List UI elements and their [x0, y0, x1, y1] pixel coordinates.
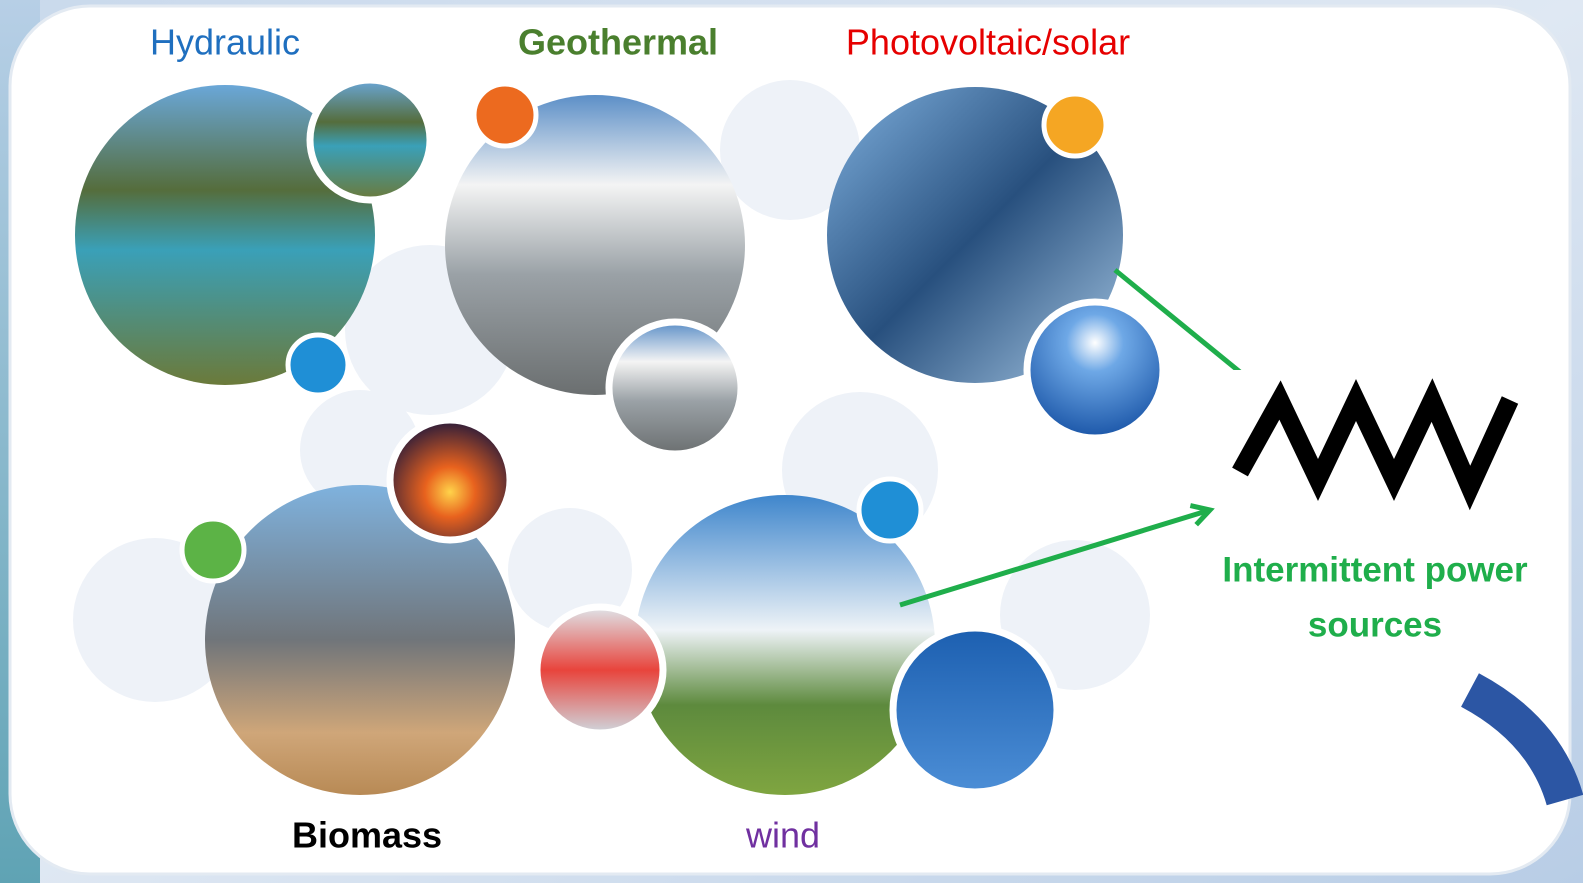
hydraulic-detail: [310, 80, 430, 200]
output-label: Intermittent power: [1222, 550, 1528, 589]
wind-turbine-detail: [893, 628, 1057, 792]
label-biomass: Biomass: [292, 815, 442, 856]
geothermal-icon: [474, 84, 536, 146]
page: Hydraulic Geothermal Photovoltaic/solar …: [0, 0, 1583, 883]
label-wind: wind: [745, 815, 820, 856]
solar-icon: [1044, 94, 1106, 156]
biomass-icon: [182, 519, 244, 581]
output-label: sources: [1308, 605, 1442, 644]
slide: Hydraulic Geothermal Photovoltaic/solar …: [0, 0, 1583, 883]
solar-detail: [1027, 302, 1163, 438]
hydraulic-icon: [288, 335, 348, 395]
label-solar: Photovoltaic/solar: [846, 22, 1130, 63]
geothermal-detail: [609, 322, 741, 454]
label-hydraulic: Hydraulic: [150, 22, 300, 63]
label-geothermal: Geothermal: [518, 22, 718, 63]
wind-icon: [859, 479, 921, 541]
biomass-detail: [390, 420, 510, 540]
wind-detail: [537, 607, 663, 733]
